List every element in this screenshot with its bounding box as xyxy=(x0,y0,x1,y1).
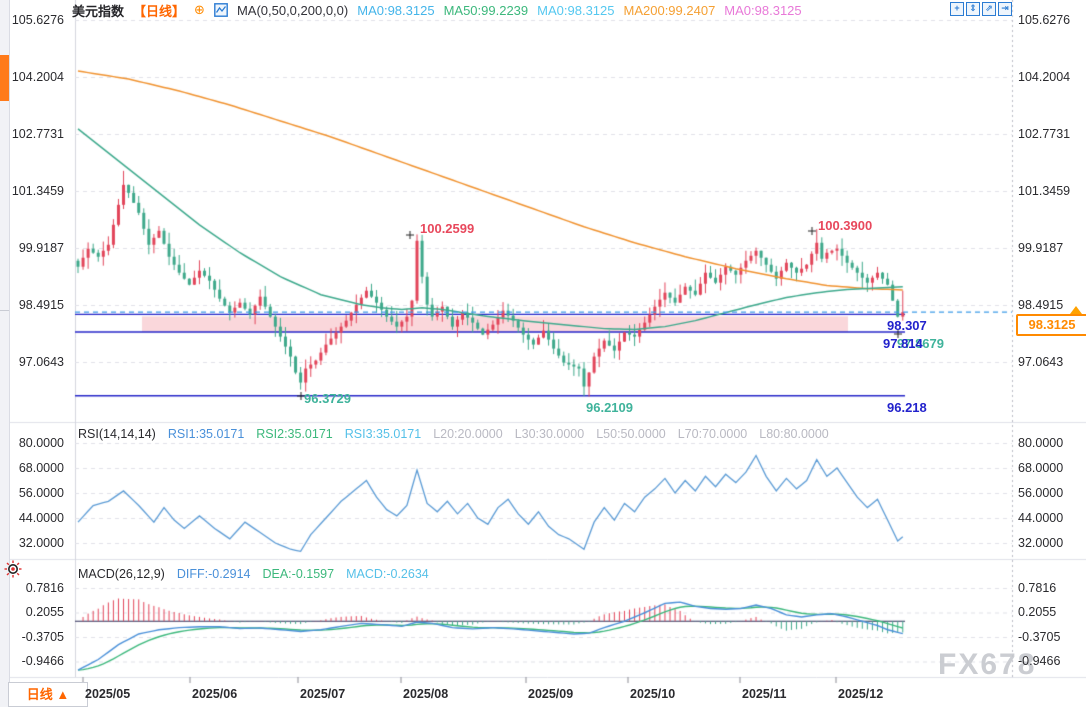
rsi-l70: L70:70.0000 xyxy=(677,427,748,441)
rsi-axis-label-left: 68.0000 xyxy=(18,461,64,475)
price-axis-label-right: 105.6276 xyxy=(1018,13,1071,27)
symbol-title: 美元指数 xyxy=(72,3,125,19)
date-label[interactable]: 2025/07 xyxy=(300,687,346,701)
macd-title: MACD(26,12,9) xyxy=(78,567,165,581)
rsi-axis-label-right: 68.0000 xyxy=(1018,461,1064,475)
price-axis-label-right: 101.3459 xyxy=(1018,184,1071,198)
annotation-level-97814: 97.814 xyxy=(883,336,923,351)
rsi-l30: L30:30.0000 xyxy=(514,427,585,441)
ma200-value-label: MA200:99.2407 xyxy=(623,2,716,18)
axis-scale-tool-icon[interactable]: ⇕ xyxy=(966,2,980,16)
rsi2-value: RSI2:35.0171 xyxy=(256,427,333,441)
price-axis-label-left: 97.0643 xyxy=(18,355,64,369)
macd-header: MACD(26,12,9) DIFF:-0.2914 DEA:-0.1597 M… xyxy=(78,567,429,581)
active-tool-indicator[interactable] xyxy=(0,55,9,101)
rsi1-value: RSI1:35.0171 xyxy=(167,427,245,441)
rsi-axis-label-right: 32.0000 xyxy=(1018,536,1064,550)
rsi-title: RSI(14,14,14) xyxy=(78,427,156,441)
annotation-high-nov: 100.3900 xyxy=(818,218,873,233)
rsi-axis-label-right: 56.0000 xyxy=(1018,486,1064,500)
rsi-header: RSI(14,14,14) RSI1:35.0171 RSI2:35.0171 … xyxy=(78,427,829,441)
date-label[interactable]: 2025/09 xyxy=(528,687,574,701)
macd-axis-label-right: -0.3705 xyxy=(1018,630,1061,644)
rsi-l80: L80:80.0000 xyxy=(759,427,829,441)
rsi3-value: RSI3:35.0171 xyxy=(344,427,422,441)
annotation-level-98307: 98.307 xyxy=(887,318,927,333)
macd-axis-label-left: 0.7816 xyxy=(25,581,64,595)
price-axis-label-left: 104.2004 xyxy=(11,70,64,84)
ma50-value-label: MA50:99.2239 xyxy=(443,2,529,18)
macd-value: MACD:-0.2634 xyxy=(346,567,429,581)
price-axis-label-right: 104.2004 xyxy=(1018,70,1071,84)
zoom-tool-icon[interactable]: ⇗ xyxy=(982,2,996,16)
price-axis-label-right: 98.4915 xyxy=(1018,298,1064,312)
price-axis-label-right: 97.0643 xyxy=(1018,355,1064,369)
rsi-l20: L20:20.0000 xyxy=(433,427,503,441)
rsi-axis-label-right: 80.0000 xyxy=(1018,436,1064,450)
annotation-low-sep: 96.2109 xyxy=(586,400,633,415)
annotation-high-aug: 100.2599 xyxy=(420,221,475,236)
hotspot-target-icon[interactable] xyxy=(4,560,22,578)
date-label[interactable]: 2025/06 xyxy=(192,687,238,701)
annotation-low-jul: 96.3729 xyxy=(304,391,351,406)
ma-params-label: MA(0,50,0,200,0,0) xyxy=(236,2,349,18)
price-axis-label-right: 99.9187 xyxy=(1018,241,1064,255)
period-tab-daily[interactable]: 日线 ▲ xyxy=(8,682,88,707)
rsi-axis-label-right: 44.0000 xyxy=(1018,511,1064,525)
date-label[interactable]: 2025/10 xyxy=(630,687,676,701)
chart-tool-icons: + ⇕ ⇗ ⇥ xyxy=(950,2,1012,16)
rsi-l50: L50:50.0000 xyxy=(596,427,666,441)
chart-header: 美元指数 【日线】 ⊕ MA(0,50,0,200,0,0) MA0:98.31… xyxy=(72,2,802,19)
price-axis-label-left: 99.9187 xyxy=(18,241,64,255)
date-label[interactable]: 2025/12 xyxy=(838,687,884,701)
ma0-value-label-3: MA0:98.3125 xyxy=(724,2,802,18)
macd-axis-label-left: 0.2055 xyxy=(25,605,64,619)
macd-dea-value: DEA:-0.1597 xyxy=(262,567,335,581)
macd-axis-label-left: -0.3705 xyxy=(21,630,64,644)
price-axis-label-left: 101.3459 xyxy=(11,184,64,198)
ma0-value-label: MA0:98.3125 xyxy=(357,2,435,18)
annotation-level-96218: 96.218 xyxy=(887,400,927,415)
pan-tool-icon[interactable]: + xyxy=(950,2,964,16)
current-price-box[interactable]: 98.3125 xyxy=(1016,314,1086,336)
chart-style-icon[interactable] xyxy=(214,3,228,17)
macd-axis-label-right: 0.2055 xyxy=(1018,605,1057,619)
rsi-axis-label-left: 80.0000 xyxy=(18,436,64,450)
date-label[interactable]: 2025/08 xyxy=(403,687,449,701)
macd-axis-label-left: -0.9466 xyxy=(21,654,64,668)
add-overlay-icon[interactable]: ⊕ xyxy=(194,2,205,17)
rsi-axis-label-left: 56.0000 xyxy=(18,486,64,500)
period-label[interactable]: 【日线】 xyxy=(133,3,186,19)
macd-axis-label-right: -0.9466 xyxy=(1018,654,1061,668)
left-toolbar[interactable] xyxy=(0,0,10,707)
fx678-watermark: FX678 xyxy=(938,648,1037,681)
go-to-latest-icon[interactable]: ⇥ xyxy=(998,2,1012,16)
ma0-value-label-2: MA0:98.3125 xyxy=(537,2,615,18)
price-axis-label-left: 105.6276 xyxy=(11,13,64,27)
date-label[interactable]: 2025/11 xyxy=(742,687,787,701)
toolbar-divider xyxy=(0,310,9,311)
annotation-ma-value: 97.8679 xyxy=(897,336,944,351)
price-axis-label-left: 98.4915 xyxy=(18,298,64,312)
macd-axis-label-right: 0.7816 xyxy=(1018,581,1057,595)
price-axis-label-left: 102.7731 xyxy=(11,127,64,141)
macd-diff-value: DIFF:-0.2914 xyxy=(176,567,251,581)
rsi-axis-label-left: 32.0000 xyxy=(18,536,64,550)
date-label[interactable]: 2025/05 xyxy=(85,687,131,701)
price-scroll-arrow-icon[interactable] xyxy=(1070,306,1082,314)
rsi-axis-label-left: 44.0000 xyxy=(18,511,64,525)
price-axis-label-right: 102.7731 xyxy=(1018,127,1071,141)
